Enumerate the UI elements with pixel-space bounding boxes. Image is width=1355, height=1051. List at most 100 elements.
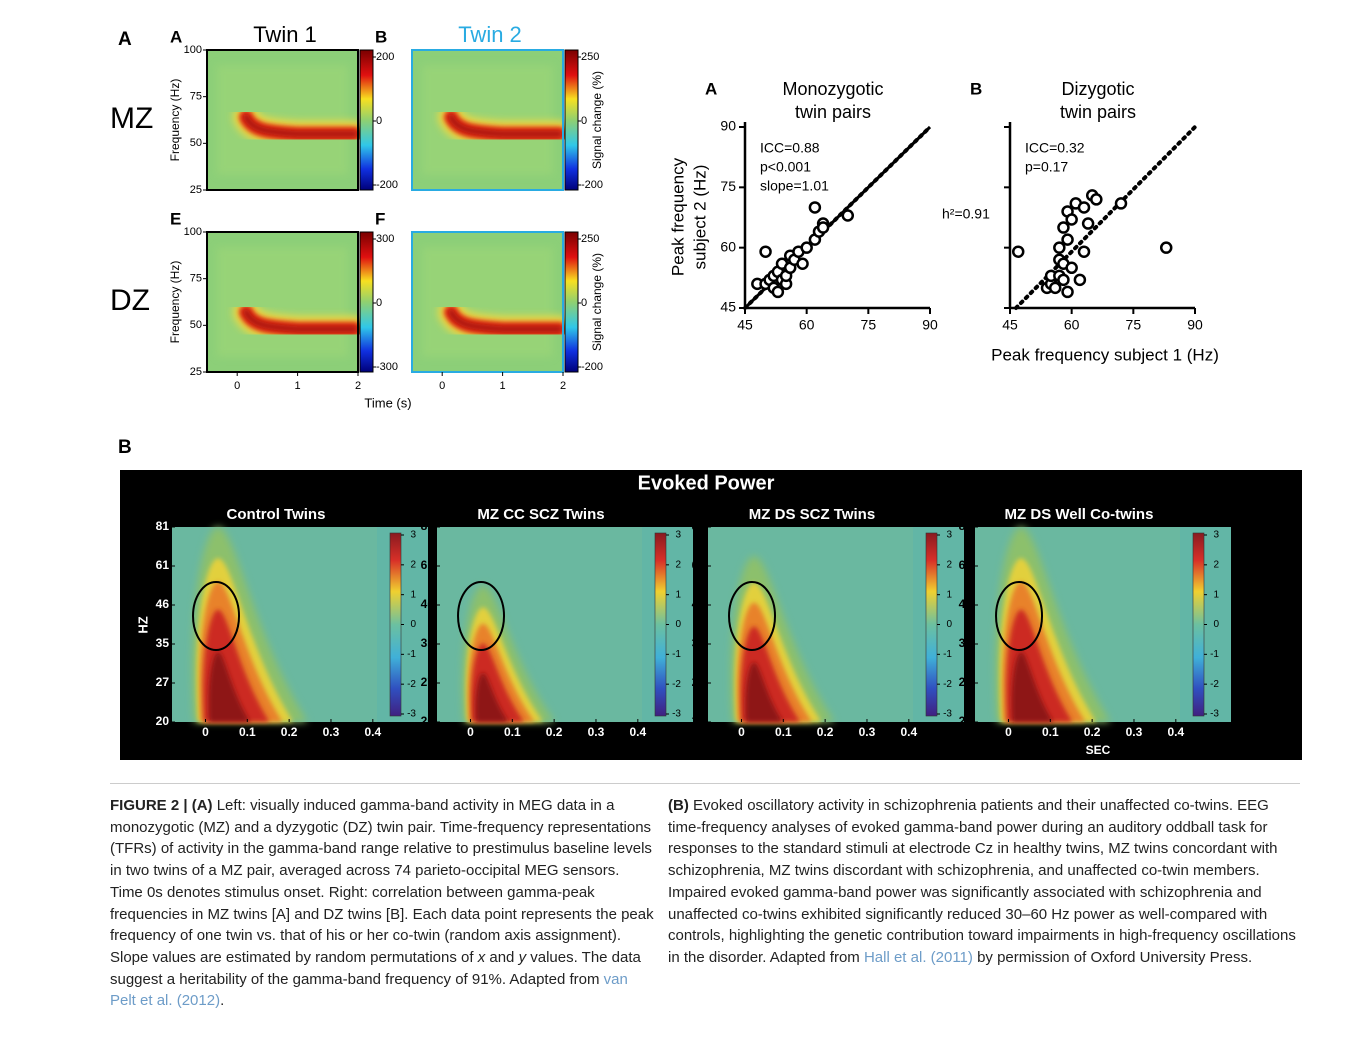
data-point [1077,245,1091,258]
x-tick-label: 60 [799,317,815,333]
colorbar-tick-label: -3 [1210,709,1219,720]
annotation: h²=0.91 [942,206,990,222]
y-tick-label: 46 [959,597,973,611]
panel-label: F [375,209,385,228]
data-point [1090,193,1103,206]
panel-title: twin pairs [1060,102,1136,122]
caption-left: FIGURE 2 | (A) Left: visually induced ga… [110,795,656,1012]
panel-title: MZ CC SCZ Twins [477,506,604,523]
caption-text: y [518,948,527,966]
colorbar-tick-label: -300 [376,361,398,373]
y-tick-label: 81 [959,519,973,533]
colorbar-tick-label: -200 [581,361,603,373]
highlight-ellipse [995,581,1044,651]
x-tick-label: 90 [922,317,938,333]
data-point [759,245,772,258]
caption-text: and [485,948,519,966]
x-tick-label: 45 [1002,317,1018,333]
y-axis-label: HZ [135,616,150,633]
colorbar [564,231,579,373]
tfr-frame [411,231,564,373]
y-tick-label: 81 [156,519,170,533]
caption-text: Evoked oscillatory activity in schizophr… [668,797,1296,966]
x-tick-label: 75 [1126,317,1142,333]
colorbar [359,49,374,191]
colorbar-tick-label: 3 [946,530,952,541]
y-tick-label: 46 [421,597,435,611]
y-tick-label: 100 [184,226,202,238]
colorbar-tick-label: -200 [376,179,398,191]
caption-text: Left: visually induced gamma-band activi… [110,797,654,966]
colorbar-tick-label: -2 [672,679,681,690]
colorbar-tick-label: 2 [1213,559,1219,570]
x-axis-label: Time (s) [364,395,411,410]
colorbar-tick-label: 1 [1213,589,1219,600]
tfr-activity [243,114,357,137]
colorbar-tick-label: -2 [407,679,416,690]
colorbar-tick-label: -2 [943,679,952,690]
colorbar-tick-label: 1 [410,589,416,600]
colorbar-label: Signal change (%) [590,253,604,351]
column-title: Twin 2 [458,22,522,47]
panel-label: A [170,27,182,46]
caption-text: values. The data suggest a heritability … [110,948,641,988]
y-axis-label: Peak frequency [668,157,687,276]
y-tick-label: 35 [421,636,435,650]
colorbar-tick-label: -1 [943,649,952,660]
colorbar-tick-label: 0 [376,297,382,309]
x-tick-label: 0 [439,380,445,392]
panel-title: Monozygotic [782,79,883,99]
panel-label: B [375,27,387,46]
data-point [1057,221,1070,234]
data-point [1048,281,1062,295]
highlight-ellipse [192,581,241,651]
y-tick-label: 75 [190,273,202,285]
x-tick-label: 0.1 [504,725,521,739]
y-tick-label: 35 [959,636,973,650]
y-tick-label: 27 [156,675,170,689]
citation-link[interactable]: Hall et al. (2011) [863,948,973,966]
data-point [771,285,785,299]
x-tick-label: 75 [861,317,877,333]
colorbar-tick-label: -3 [407,709,416,720]
colorbar [654,532,667,717]
data-point [808,201,822,214]
x-axis-label: Peak frequency subject 1 (Hz) [991,345,1219,364]
y-tick-label: 90 [720,118,736,134]
figure-label: A [118,29,132,50]
colorbar-tick-label: 1 [946,589,952,600]
panel-title: MZ DS SCZ Twins [749,506,875,523]
colorbar [359,231,374,373]
figure-label: B [118,437,132,458]
colorbar-tick-label: 2 [675,559,681,570]
x-tick-label: 0.4 [1167,725,1184,739]
row-label: MZ [110,102,153,135]
colorbar-label: Signal change (%) [590,71,604,169]
x-tick-label: 0.3 [1126,725,1143,739]
y-tick-label: 61 [692,558,706,572]
caption-rule [110,783,1300,784]
colorbar-tick-label: 2 [946,559,952,570]
stat-label: ICC=0.32 [1025,140,1085,156]
colorbar-tick-label: 0 [675,619,681,630]
column-title: Twin 1 [253,22,317,47]
colorbar-tick-label: -3 [672,709,681,720]
tfr-activity [448,309,562,333]
y-tick-label: 46 [156,597,170,611]
x-tick-label: 0.1 [1042,725,1059,739]
heatmap-activity [745,662,783,722]
colorbar-tick-label: 300 [376,233,394,245]
data-point [1061,233,1074,246]
panel-title: Dizygotic [1061,79,1134,99]
citation-link[interactable]: van Pelt et al. (2012) [110,970,628,1010]
data-point [1053,241,1066,254]
caption-text: by permission of Oxford University Press… [972,948,1253,966]
x-tick-label: 0.3 [323,725,340,739]
x-tick-label: 0.2 [281,725,298,739]
y-tick-label: 75 [720,178,736,194]
y-tick-label: 27 [692,675,706,689]
x-tick-label: 45 [737,317,753,333]
x-tick-label: 0.4 [629,725,646,739]
y-tick-label: 35 [692,636,706,650]
